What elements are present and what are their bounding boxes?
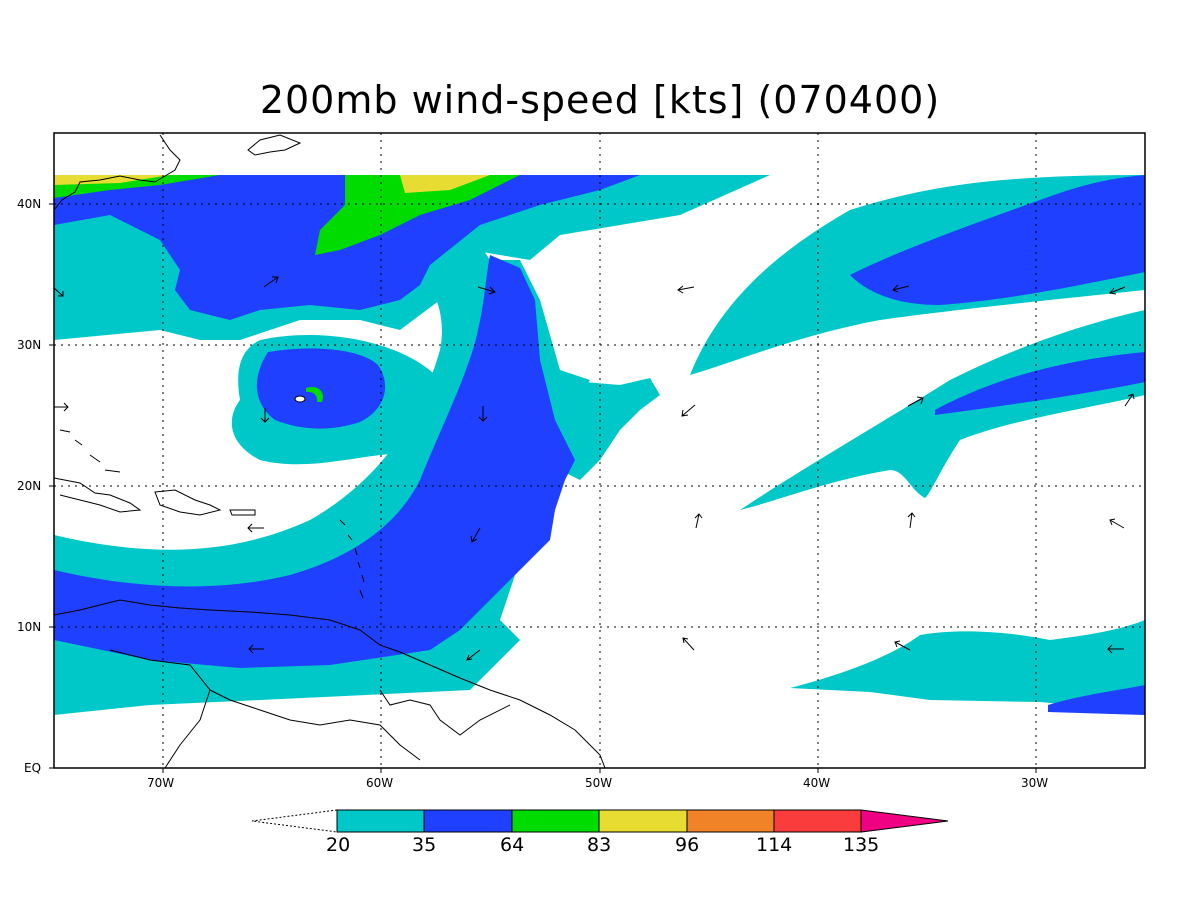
wind-arrow (1107, 644, 1124, 654)
lat-tick-label: 30N (17, 338, 42, 352)
speed-zone-20-35 (560, 378, 660, 480)
wind-arrow (1124, 393, 1135, 407)
colorbar-label: 135 (843, 834, 880, 856)
wind-arrow (248, 644, 264, 654)
wind-arrow (477, 286, 496, 295)
hispaniola-coast (154, 489, 222, 516)
south-america-interior (109, 649, 511, 768)
colorbar-label: 35 (412, 834, 437, 856)
speed-zone-64-83 (315, 175, 520, 255)
map-title: 200mb wind-speed [kts] (070400) (259, 78, 941, 122)
speed-zone-35-64 (54, 255, 575, 668)
colorbar-swatch (336, 809, 425, 833)
puerto-rico-coast (229, 509, 256, 516)
colorbar-swatch (511, 809, 600, 833)
lat-tick-label: 40N (17, 197, 42, 211)
wind-arrow (478, 406, 488, 422)
venezuela-coast (54, 599, 606, 768)
wind-arrow (470, 527, 481, 543)
wind-arrow (907, 396, 924, 407)
colorbar-swatch (686, 809, 775, 833)
lon-tick-label: 30W (1021, 776, 1049, 790)
speed-zone-35-64 (935, 352, 1145, 415)
wind-arrow (1109, 286, 1126, 295)
colorbar-above-triangle (860, 809, 949, 833)
wind-arrow (260, 408, 270, 423)
wind-arrow (694, 513, 703, 529)
lon-tick-label: 70W (147, 776, 175, 790)
nova-scotia-coast (247, 134, 302, 156)
wind-arrow (894, 640, 911, 651)
tick-marks (49, 203, 1037, 773)
north-america-coast (54, 134, 181, 211)
lat-tick-label: EQ (24, 761, 42, 775)
wind-arrow (682, 637, 695, 651)
speed-zone-35-64 (256, 348, 386, 429)
colorbar-label: 64 (500, 834, 525, 856)
speed-zone-83-96 (400, 175, 490, 193)
lon-tick-label: 60W (366, 776, 394, 790)
lat-tick-label: 10N (17, 620, 42, 634)
colorbar-label: 83 (587, 834, 612, 856)
wind-arrow (681, 404, 696, 417)
wind-arrow (892, 284, 910, 293)
wind-arrow (54, 402, 69, 412)
cuba-coast (54, 477, 142, 513)
colorbar-label: 96 (675, 834, 700, 856)
coastlines (54, 134, 606, 768)
speed-zone-20-35 (790, 620, 1145, 712)
wind-arrow (1109, 518, 1125, 529)
graticule (54, 133, 1145, 768)
lon-tick-label: 40W (803, 776, 831, 790)
colorbar-below-triangle (251, 809, 338, 833)
speed-zone-35-64 (1048, 685, 1145, 715)
colorbar-label: 20 (326, 834, 351, 856)
wind-arrow (677, 285, 695, 294)
wind-arrow (907, 512, 916, 529)
wind-arrow (466, 649, 481, 661)
colorbar (251, 809, 949, 833)
colorbar-swatch (773, 809, 862, 833)
lat-tick-label: 20N (17, 479, 42, 493)
colorbar-swatch (598, 809, 688, 833)
wind-vectors (53, 276, 1135, 661)
speed-zone-35-64 (54, 175, 640, 320)
wind-arrow (263, 276, 279, 288)
lesser-antilles (339, 519, 365, 599)
wind-speed-shading (54, 175, 1145, 715)
speed-zone-64-83 (306, 386, 324, 402)
lon-tick-label: 50W (585, 776, 613, 790)
colorbar-label: 114 (756, 834, 793, 856)
speed-zone-83-96 (54, 175, 170, 185)
cyclone-eye (294, 395, 306, 403)
wind-arrow (247, 523, 264, 533)
colorbar-swatch (423, 809, 513, 833)
speed-zone-35-64 (850, 175, 1145, 305)
bahamas-coast (59, 429, 121, 473)
wind-arrow (53, 287, 64, 297)
